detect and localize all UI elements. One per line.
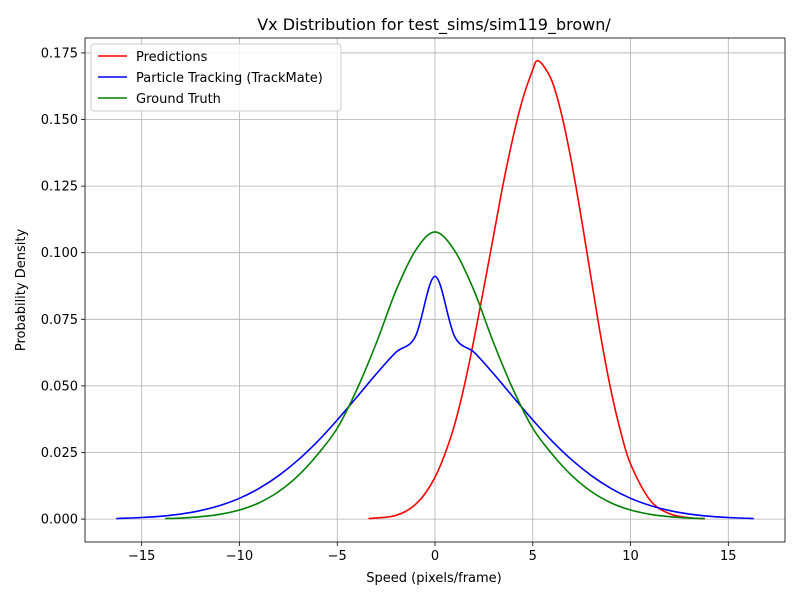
legend: Predictions Particle Tracking (TrackMate)… — [90, 43, 342, 112]
y-tick-label: 0.000 — [41, 513, 78, 528]
series-line-2 — [165, 231, 705, 520]
x-tick-label: 5 — [529, 549, 537, 564]
y-axis-label: Probability Density — [14, 229, 29, 352]
y-tick-label: 0.025 — [41, 446, 78, 461]
x-tick-label: 0 — [431, 549, 439, 564]
y-tick-label: 0.150 — [41, 113, 78, 128]
y-axis: 0.000 0.025 0.050 0.075 0.100 0.125 0.150 0.175 — [41, 46, 85, 528]
legend-label: Ground Truth — [136, 92, 221, 107]
series-group — [116, 59, 754, 520]
y-tick-label: 0.100 — [41, 246, 78, 261]
y-tick-label: 0.050 — [41, 379, 78, 394]
x-tick-label: −15 — [128, 549, 155, 564]
y-tick-label: 0.075 — [41, 313, 78, 328]
y-tick-label: 0.175 — [41, 46, 78, 61]
x-tick-label: 10 — [622, 549, 639, 564]
series-line-0 — [368, 59, 705, 520]
x-axis: −15 −10 −5 0 5 10 15 — [128, 542, 737, 564]
x-tick-label: −10 — [226, 549, 253, 564]
x-tick-label: −5 — [328, 549, 347, 564]
x-tick-label: 15 — [720, 549, 737, 564]
chart-title: Vx Distribution for test_sims/sim119_bro… — [257, 15, 611, 35]
legend-box — [90, 43, 342, 112]
series-line-1 — [116, 275, 754, 520]
legend-label: Predictions — [136, 50, 208, 65]
x-axis-label: Speed (pixels/frame) — [366, 571, 502, 586]
y-tick-label: 0.125 — [41, 180, 78, 195]
legend-label: Particle Tracking (TrackMate) — [136, 71, 323, 86]
grid — [85, 38, 785, 542]
